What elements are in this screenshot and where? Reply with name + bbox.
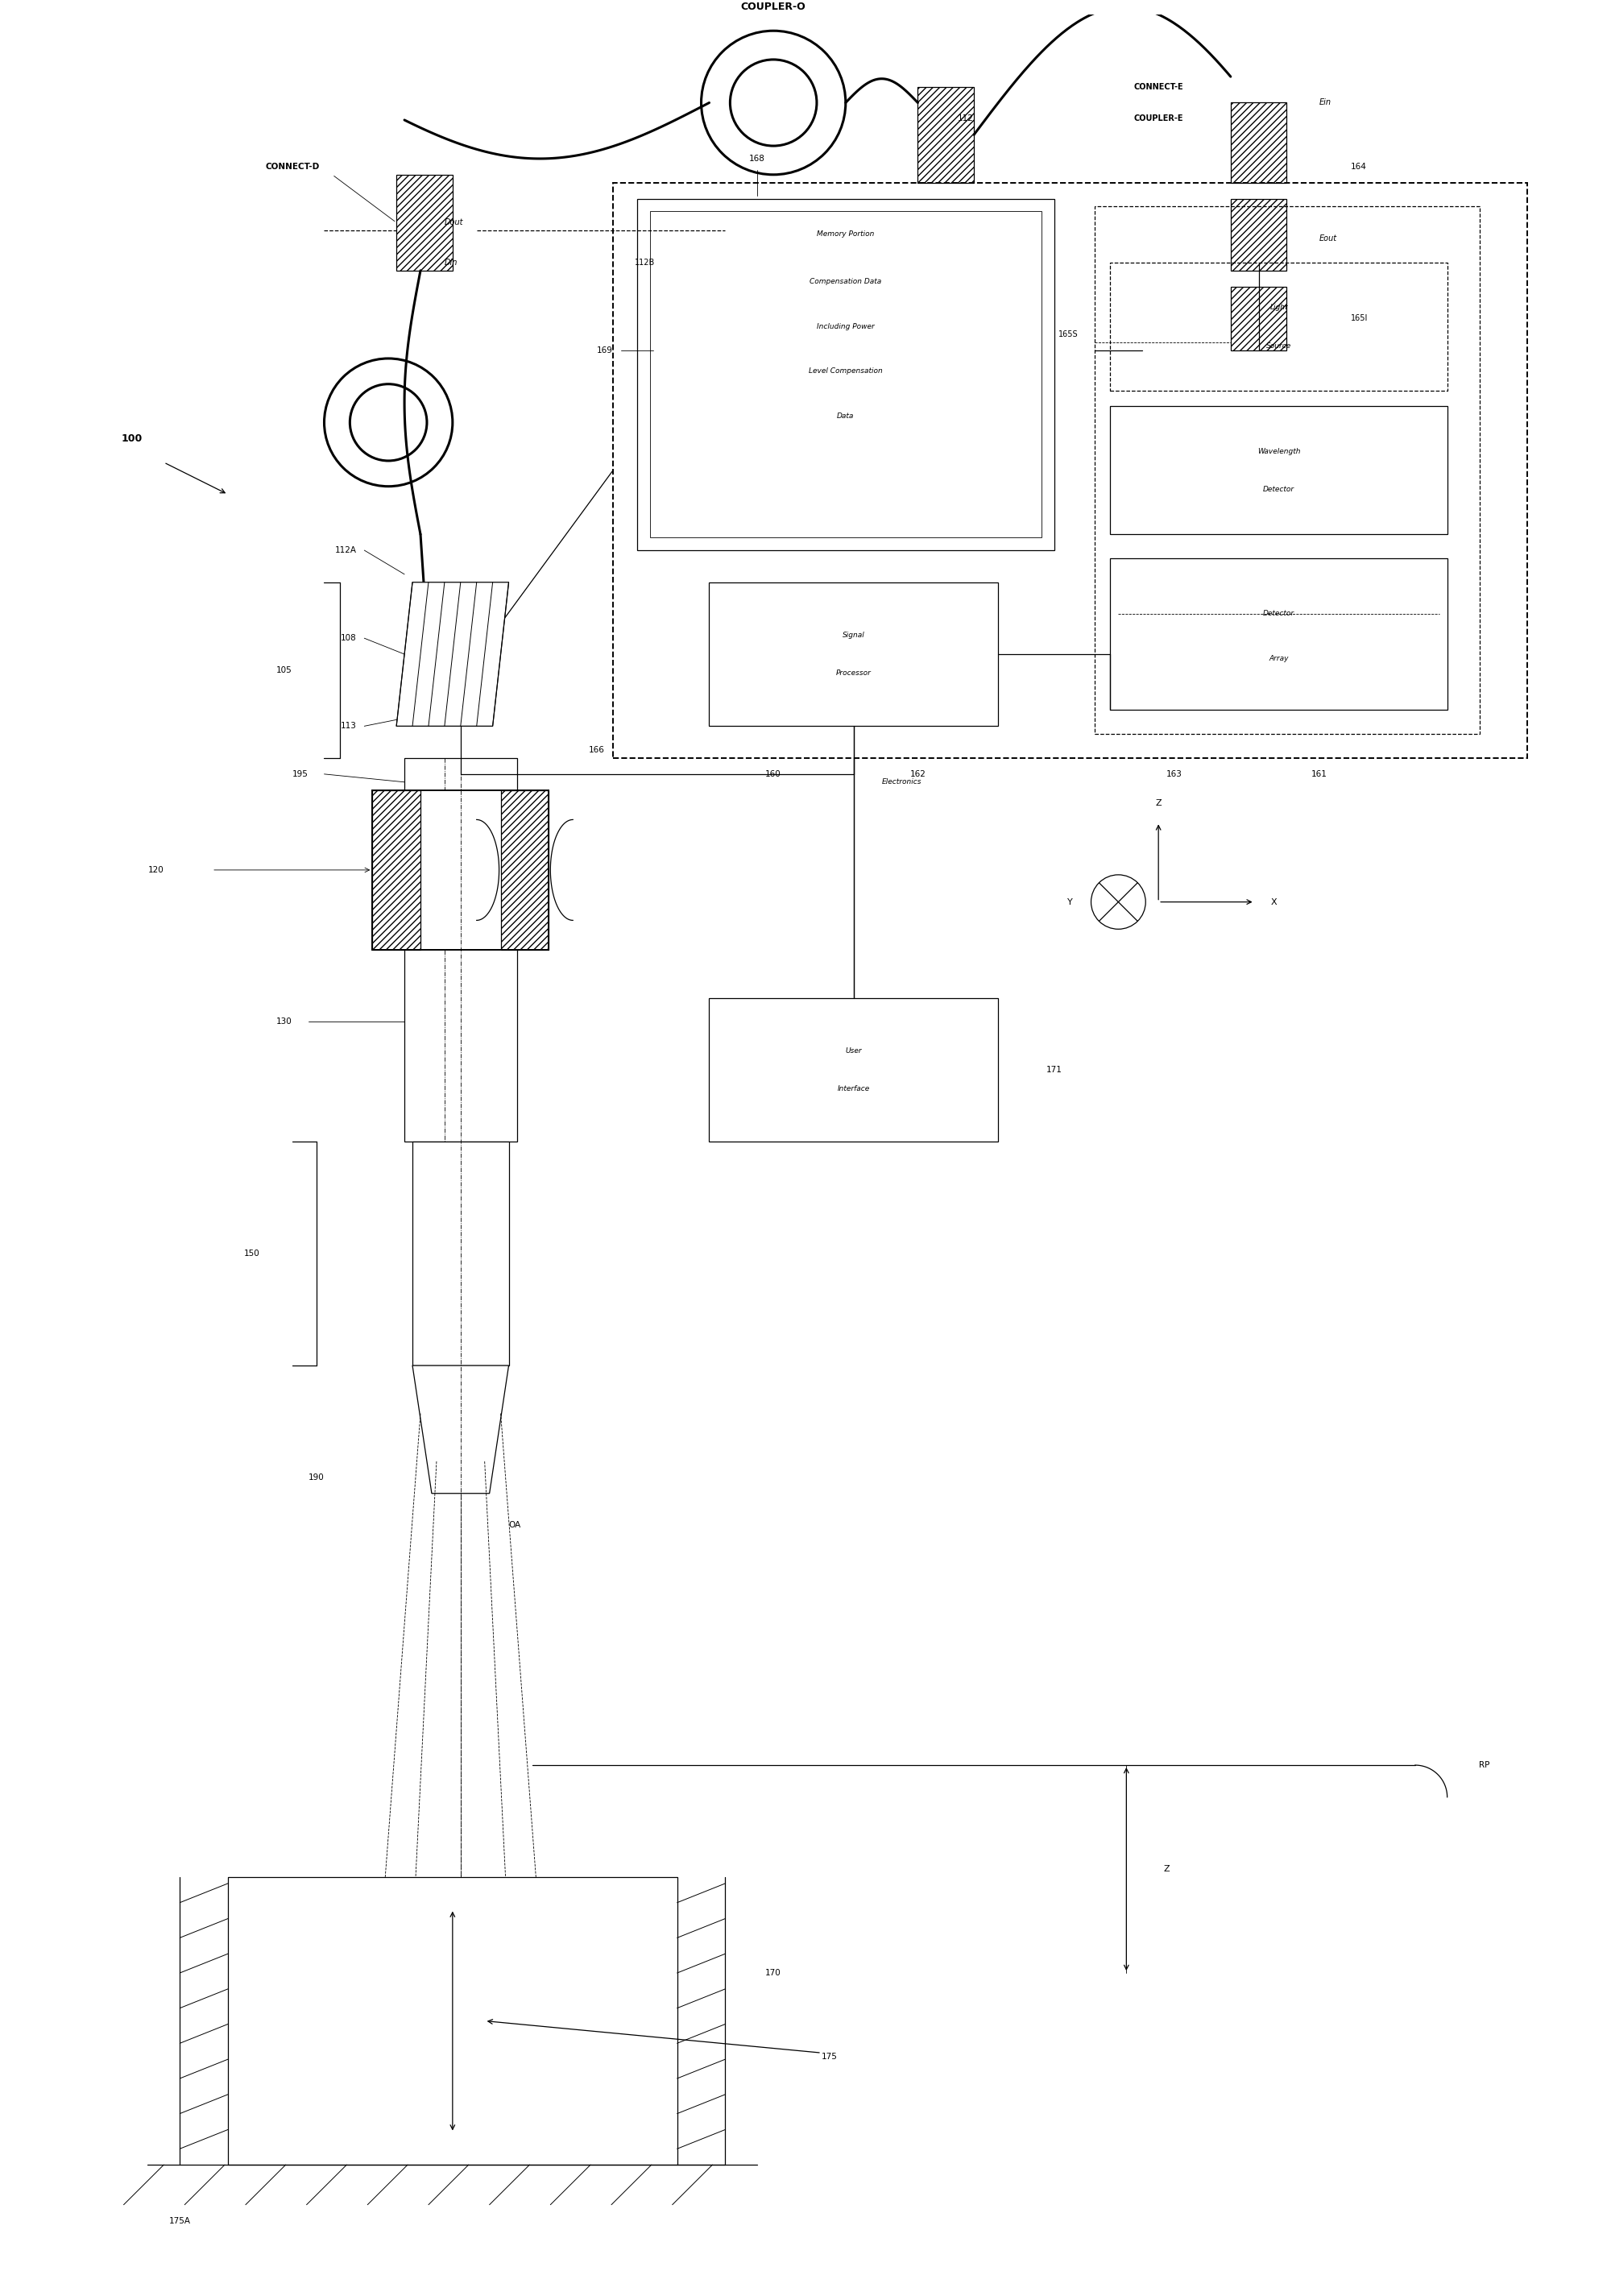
Polygon shape <box>412 1366 509 1492</box>
Bar <box>404 758 517 1141</box>
Text: 100: 100 <box>121 434 142 443</box>
Bar <box>1110 262 1447 390</box>
Text: User: User <box>846 1047 862 1054</box>
Text: 150: 150 <box>245 1249 259 1258</box>
Text: OA: OA <box>509 1522 520 1529</box>
Bar <box>612 184 1527 758</box>
Bar <box>396 174 453 271</box>
Text: 162: 162 <box>910 769 926 778</box>
Text: 195: 195 <box>292 769 308 778</box>
Text: 190: 190 <box>308 1474 324 1481</box>
Bar <box>1231 200 1287 271</box>
Text: COUPLER-E: COUPLER-E <box>1134 115 1182 122</box>
Text: Din: Din <box>445 259 458 266</box>
Bar <box>709 999 997 1141</box>
Bar <box>1110 558 1447 709</box>
Text: 163: 163 <box>1166 769 1182 778</box>
Bar <box>709 583 997 726</box>
Text: COUPLER-O: COUPLER-O <box>741 2 806 11</box>
Text: Compensation Data: Compensation Data <box>810 278 881 285</box>
Text: Signal: Signal <box>843 631 865 638</box>
Text: Ein: Ein <box>1319 99 1331 106</box>
Text: Dout: Dout <box>445 218 464 227</box>
Text: 160: 160 <box>765 769 781 778</box>
Text: 130: 130 <box>275 1017 292 1026</box>
Bar <box>649 211 1041 537</box>
Polygon shape <box>396 583 509 726</box>
Bar <box>918 87 975 184</box>
Text: 112: 112 <box>959 115 975 122</box>
Bar <box>501 790 549 951</box>
Text: Processor: Processor <box>836 670 872 677</box>
Text: 105: 105 <box>275 666 292 675</box>
Text: Including Power: Including Power <box>817 324 875 331</box>
Text: Wavelength: Wavelength <box>1257 448 1300 455</box>
Bar <box>412 1141 509 1366</box>
Text: Z: Z <box>1163 1864 1170 1874</box>
Text: Eout: Eout <box>1319 234 1337 243</box>
Text: 171: 171 <box>1046 1065 1062 1075</box>
Text: Electronics: Electronics <box>881 778 921 785</box>
Bar <box>1231 103 1287 184</box>
Text: 164: 164 <box>1352 163 1368 170</box>
Text: 161: 161 <box>1311 769 1327 778</box>
Text: Interface: Interface <box>838 1086 870 1093</box>
Text: Light: Light <box>1269 303 1287 310</box>
Text: 165S: 165S <box>1058 331 1078 338</box>
Text: 169: 169 <box>598 347 612 354</box>
Text: 166: 166 <box>590 746 606 753</box>
Bar <box>372 790 420 951</box>
Bar <box>372 790 549 951</box>
Text: Level Compensation: Level Compensation <box>809 367 883 374</box>
Text: 113: 113 <box>340 723 356 730</box>
Text: RP: RP <box>1479 1761 1490 1770</box>
Text: CONNECT-D: CONNECT-D <box>266 163 319 170</box>
Text: 170: 170 <box>765 1970 781 1977</box>
Text: Detector: Detector <box>1263 611 1295 618</box>
Text: 165I: 165I <box>1352 315 1368 321</box>
Text: Y: Y <box>1068 898 1073 907</box>
Text: 120: 120 <box>148 866 164 875</box>
Text: Array: Array <box>1269 654 1289 661</box>
Bar <box>1094 207 1479 735</box>
Text: Z: Z <box>1155 799 1162 806</box>
Text: CONNECT-E: CONNECT-E <box>1134 83 1182 92</box>
Bar <box>1231 287 1287 351</box>
Bar <box>1110 406 1447 535</box>
Text: 108: 108 <box>340 634 356 643</box>
Text: Detector: Detector <box>1263 487 1295 494</box>
Text: X: X <box>1271 898 1278 907</box>
Text: Memory Portion: Memory Portion <box>817 230 875 236</box>
Text: Source: Source <box>1266 342 1292 349</box>
Text: 112A: 112A <box>335 546 356 553</box>
Bar <box>636 200 1054 551</box>
Bar <box>229 1878 677 2165</box>
Text: 112B: 112B <box>635 259 656 266</box>
Text: 175: 175 <box>822 2053 838 2062</box>
Text: 168: 168 <box>749 154 765 163</box>
Text: 175A: 175A <box>169 2216 190 2225</box>
Text: Data: Data <box>838 413 854 420</box>
